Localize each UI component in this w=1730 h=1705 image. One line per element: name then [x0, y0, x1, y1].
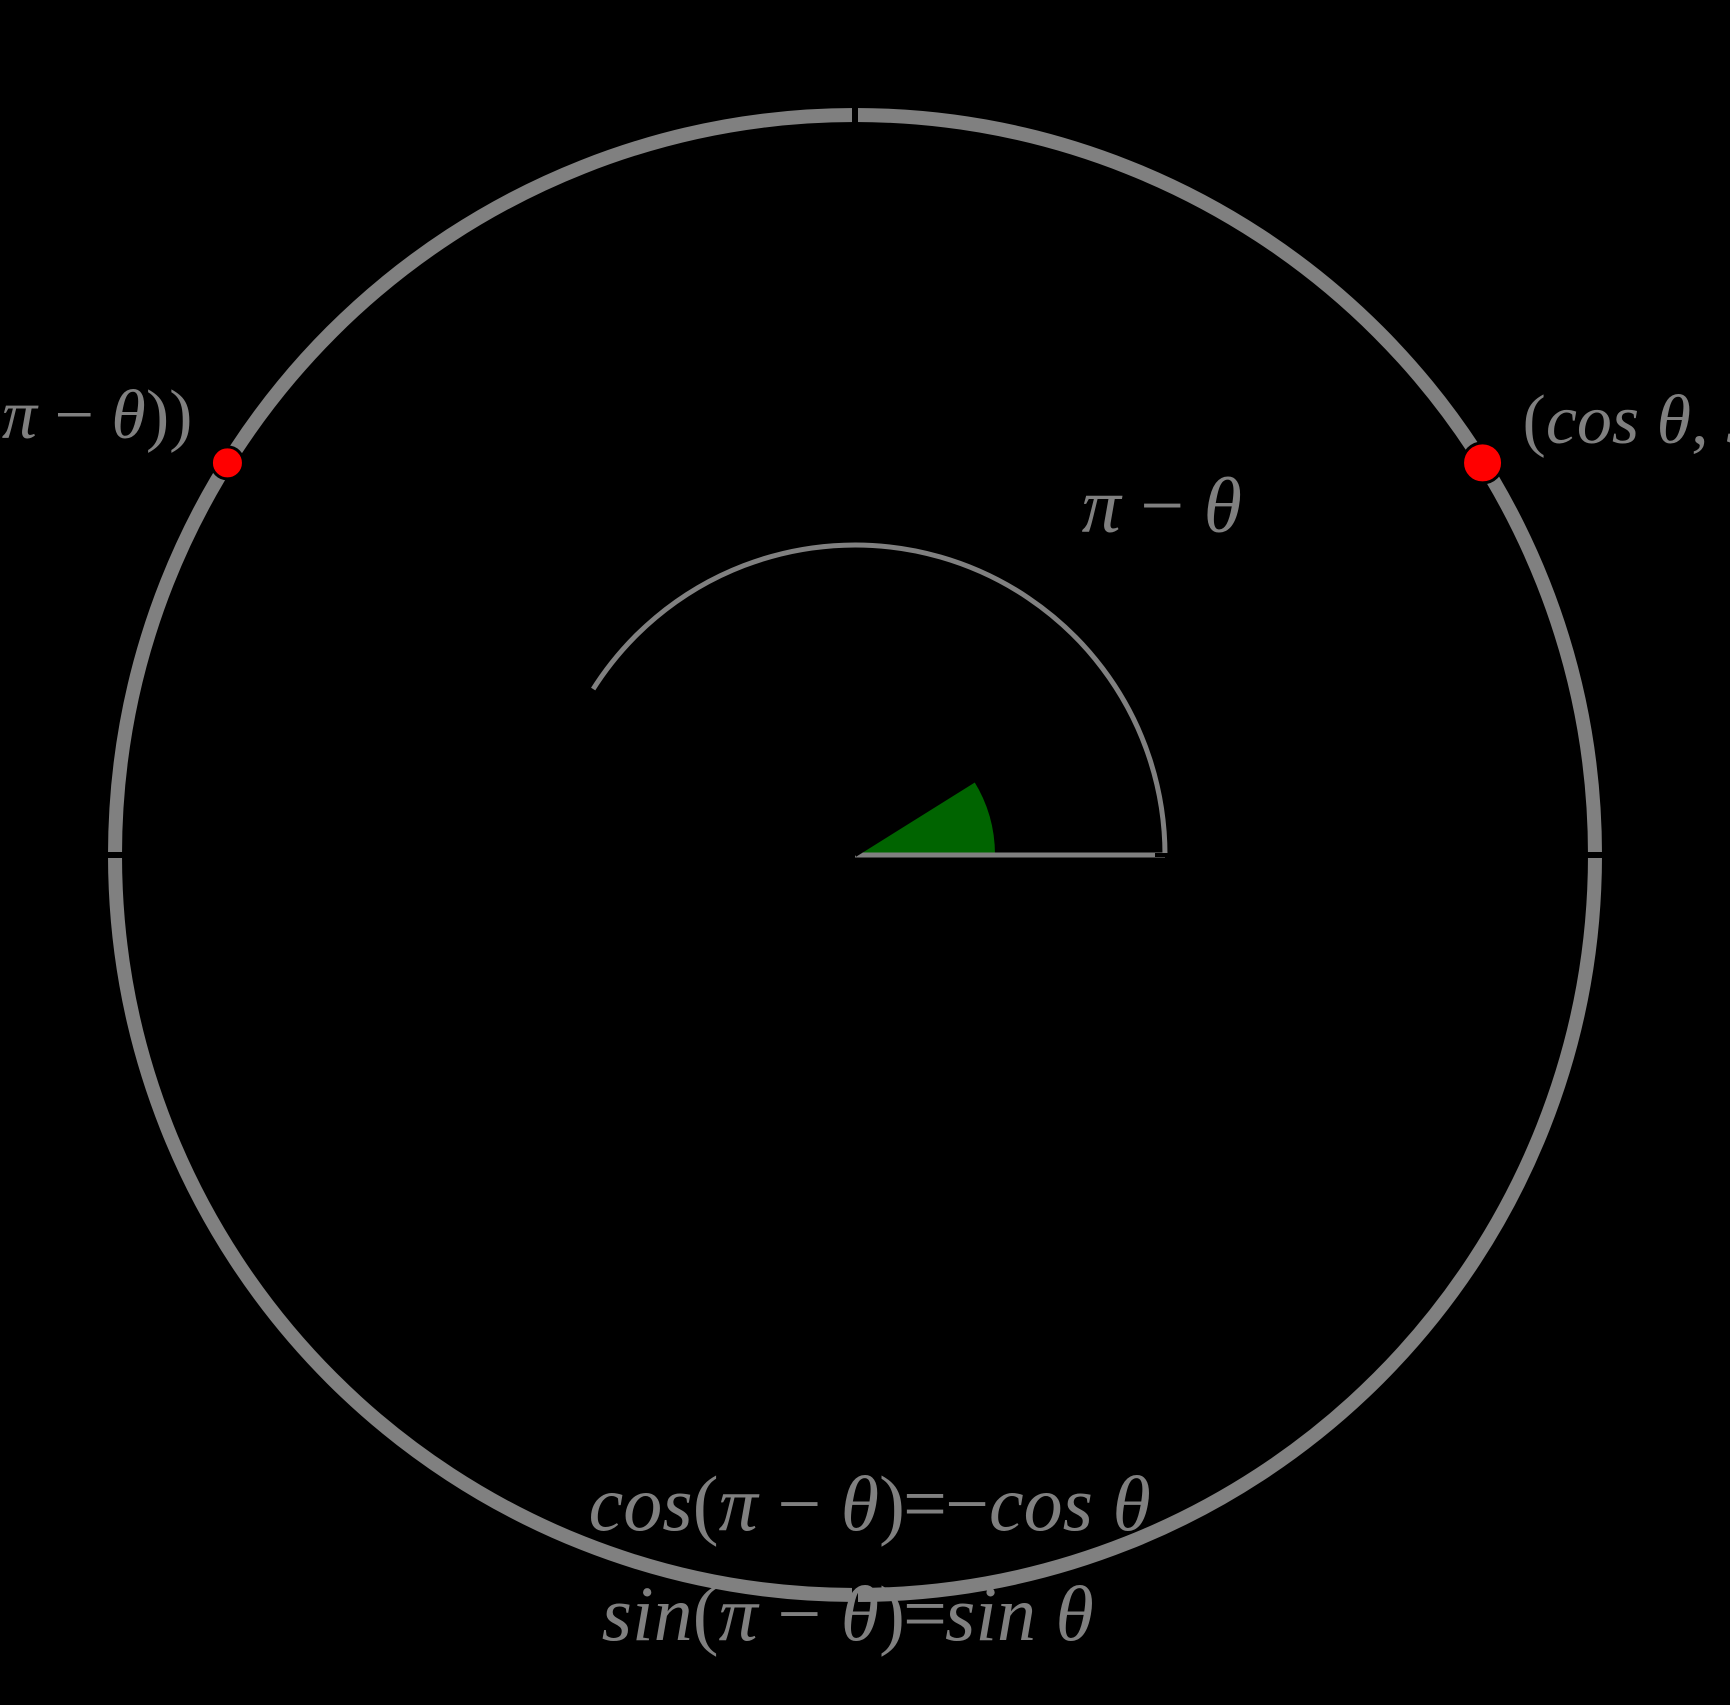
eq2-eq: = [903, 1570, 947, 1657]
arc-label: π − θ [1082, 461, 1242, 548]
eq2-lhs: sin(π − θ) [602, 1570, 905, 1657]
eq1-lhs: cos(π − θ) [589, 1460, 905, 1547]
point-pi-minus-theta [211, 447, 243, 479]
point-theta [1463, 443, 1503, 483]
label-point-theta: (cos θ, sin θ) [1523, 382, 1730, 459]
eq1-eq: = [903, 1460, 947, 1547]
eq1-rhs: −cos θ [945, 1460, 1151, 1547]
label-point-pi-minus-theta: (cos(π − θ), sin(π − θ)) [0, 377, 192, 454]
eq2-rhs: sin θ [945, 1570, 1094, 1657]
unit-circle-diagram: π − θ (cos θ, sin θ) (cos(π − θ), sin(π − … [0, 0, 1730, 1705]
